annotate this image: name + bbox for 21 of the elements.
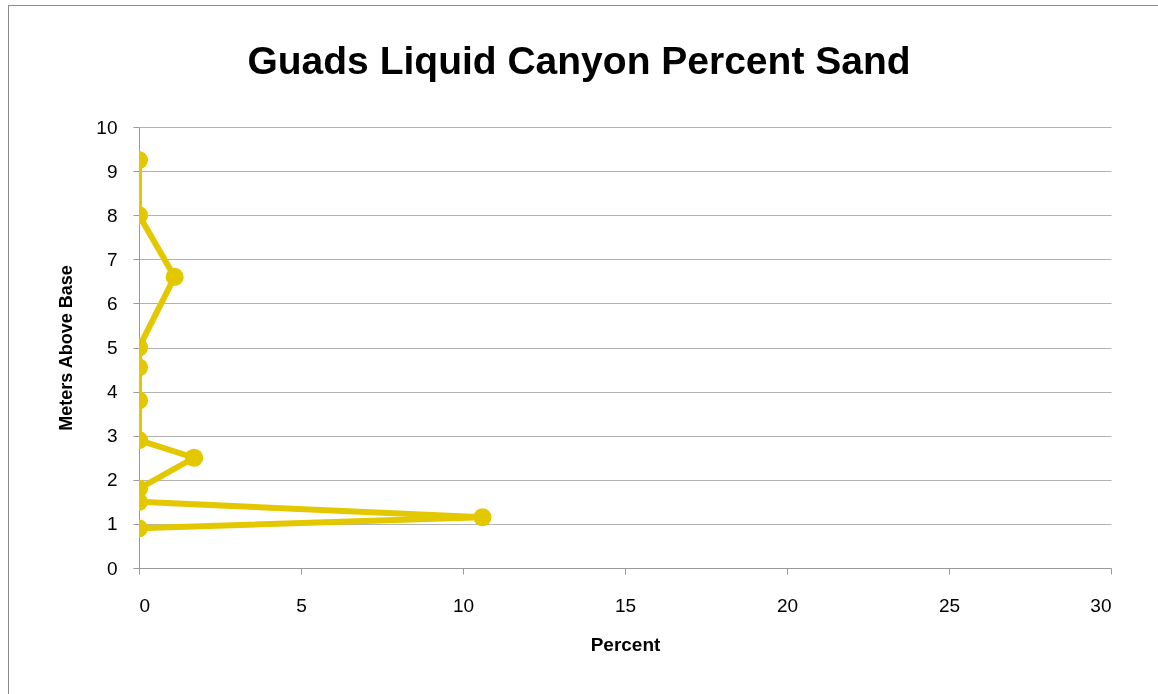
- x-tick-label: 0: [139, 594, 151, 616]
- y-tick-label: 2: [106, 469, 118, 491]
- x-tick-label: 30: [1090, 594, 1112, 616]
- y-tick-label: 9: [106, 160, 118, 182]
- y-tick-label: 5: [106, 337, 118, 358]
- y-tick-label: 8: [106, 204, 118, 226]
- y-tick-label: 6: [106, 292, 118, 314]
- y-tick-label: 10: [96, 116, 118, 138]
- y-tick-label: 1: [106, 513, 118, 535]
- x-axis-title: Percent: [590, 633, 662, 655]
- x-tick-label: 20: [776, 594, 799, 616]
- x-tick-label: 5: [296, 594, 307, 616]
- x-tick-label: 15: [614, 594, 637, 616]
- x-tick-label: 10: [452, 594, 475, 616]
- y-tick-label: 0: [106, 557, 118, 579]
- y-axis-title: Meters Above Base: [56, 265, 77, 431]
- chart-title: Guads Liquid Canyon Percent Sand: [247, 39, 911, 82]
- y-tick-label: 4: [106, 381, 118, 403]
- y-tick-label: 3: [106, 425, 118, 447]
- x-tick-label: 25: [938, 594, 961, 616]
- y-tick-label: 7: [106, 248, 118, 270]
